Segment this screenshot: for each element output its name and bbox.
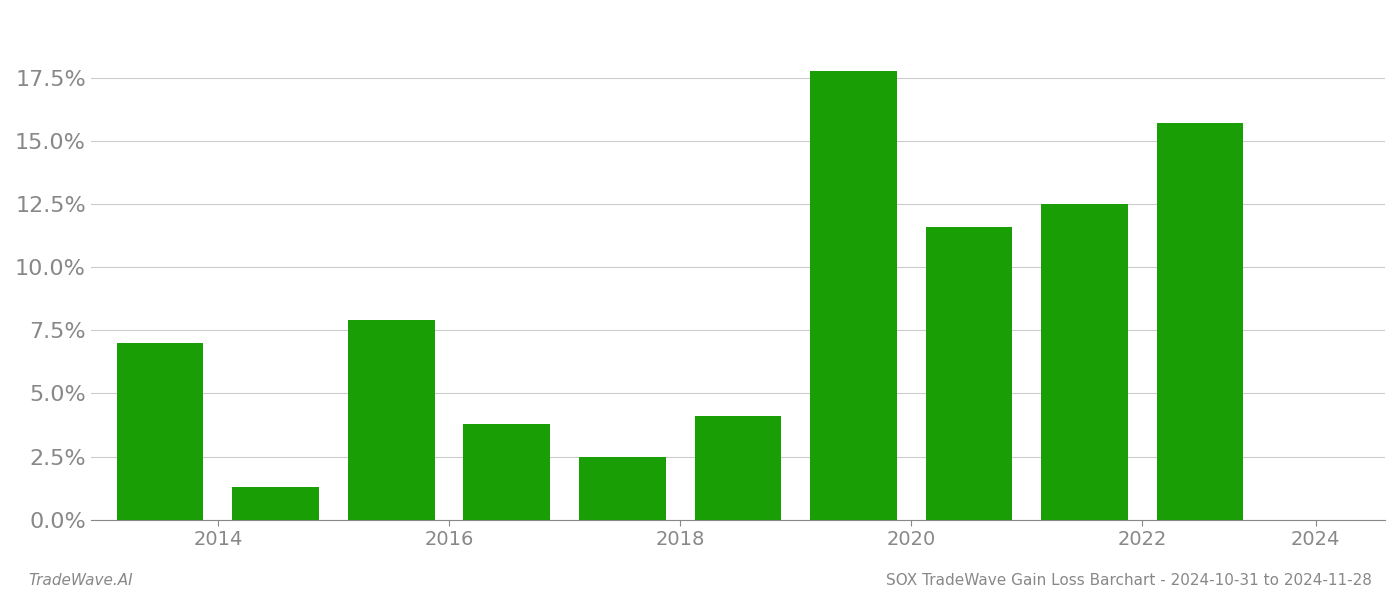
- Bar: [580, 457, 665, 520]
- Bar: [232, 487, 319, 520]
- Text: SOX TradeWave Gain Loss Barchart - 2024-10-31 to 2024-11-28: SOX TradeWave Gain Loss Barchart - 2024-…: [886, 573, 1372, 588]
- Bar: [694, 416, 781, 520]
- Text: TradeWave.AI: TradeWave.AI: [28, 573, 133, 588]
- Bar: [1042, 204, 1128, 520]
- Bar: [811, 71, 897, 520]
- Bar: [463, 424, 550, 520]
- Bar: [1156, 124, 1243, 520]
- Bar: [347, 320, 434, 520]
- Bar: [925, 227, 1012, 520]
- Bar: [116, 343, 203, 520]
